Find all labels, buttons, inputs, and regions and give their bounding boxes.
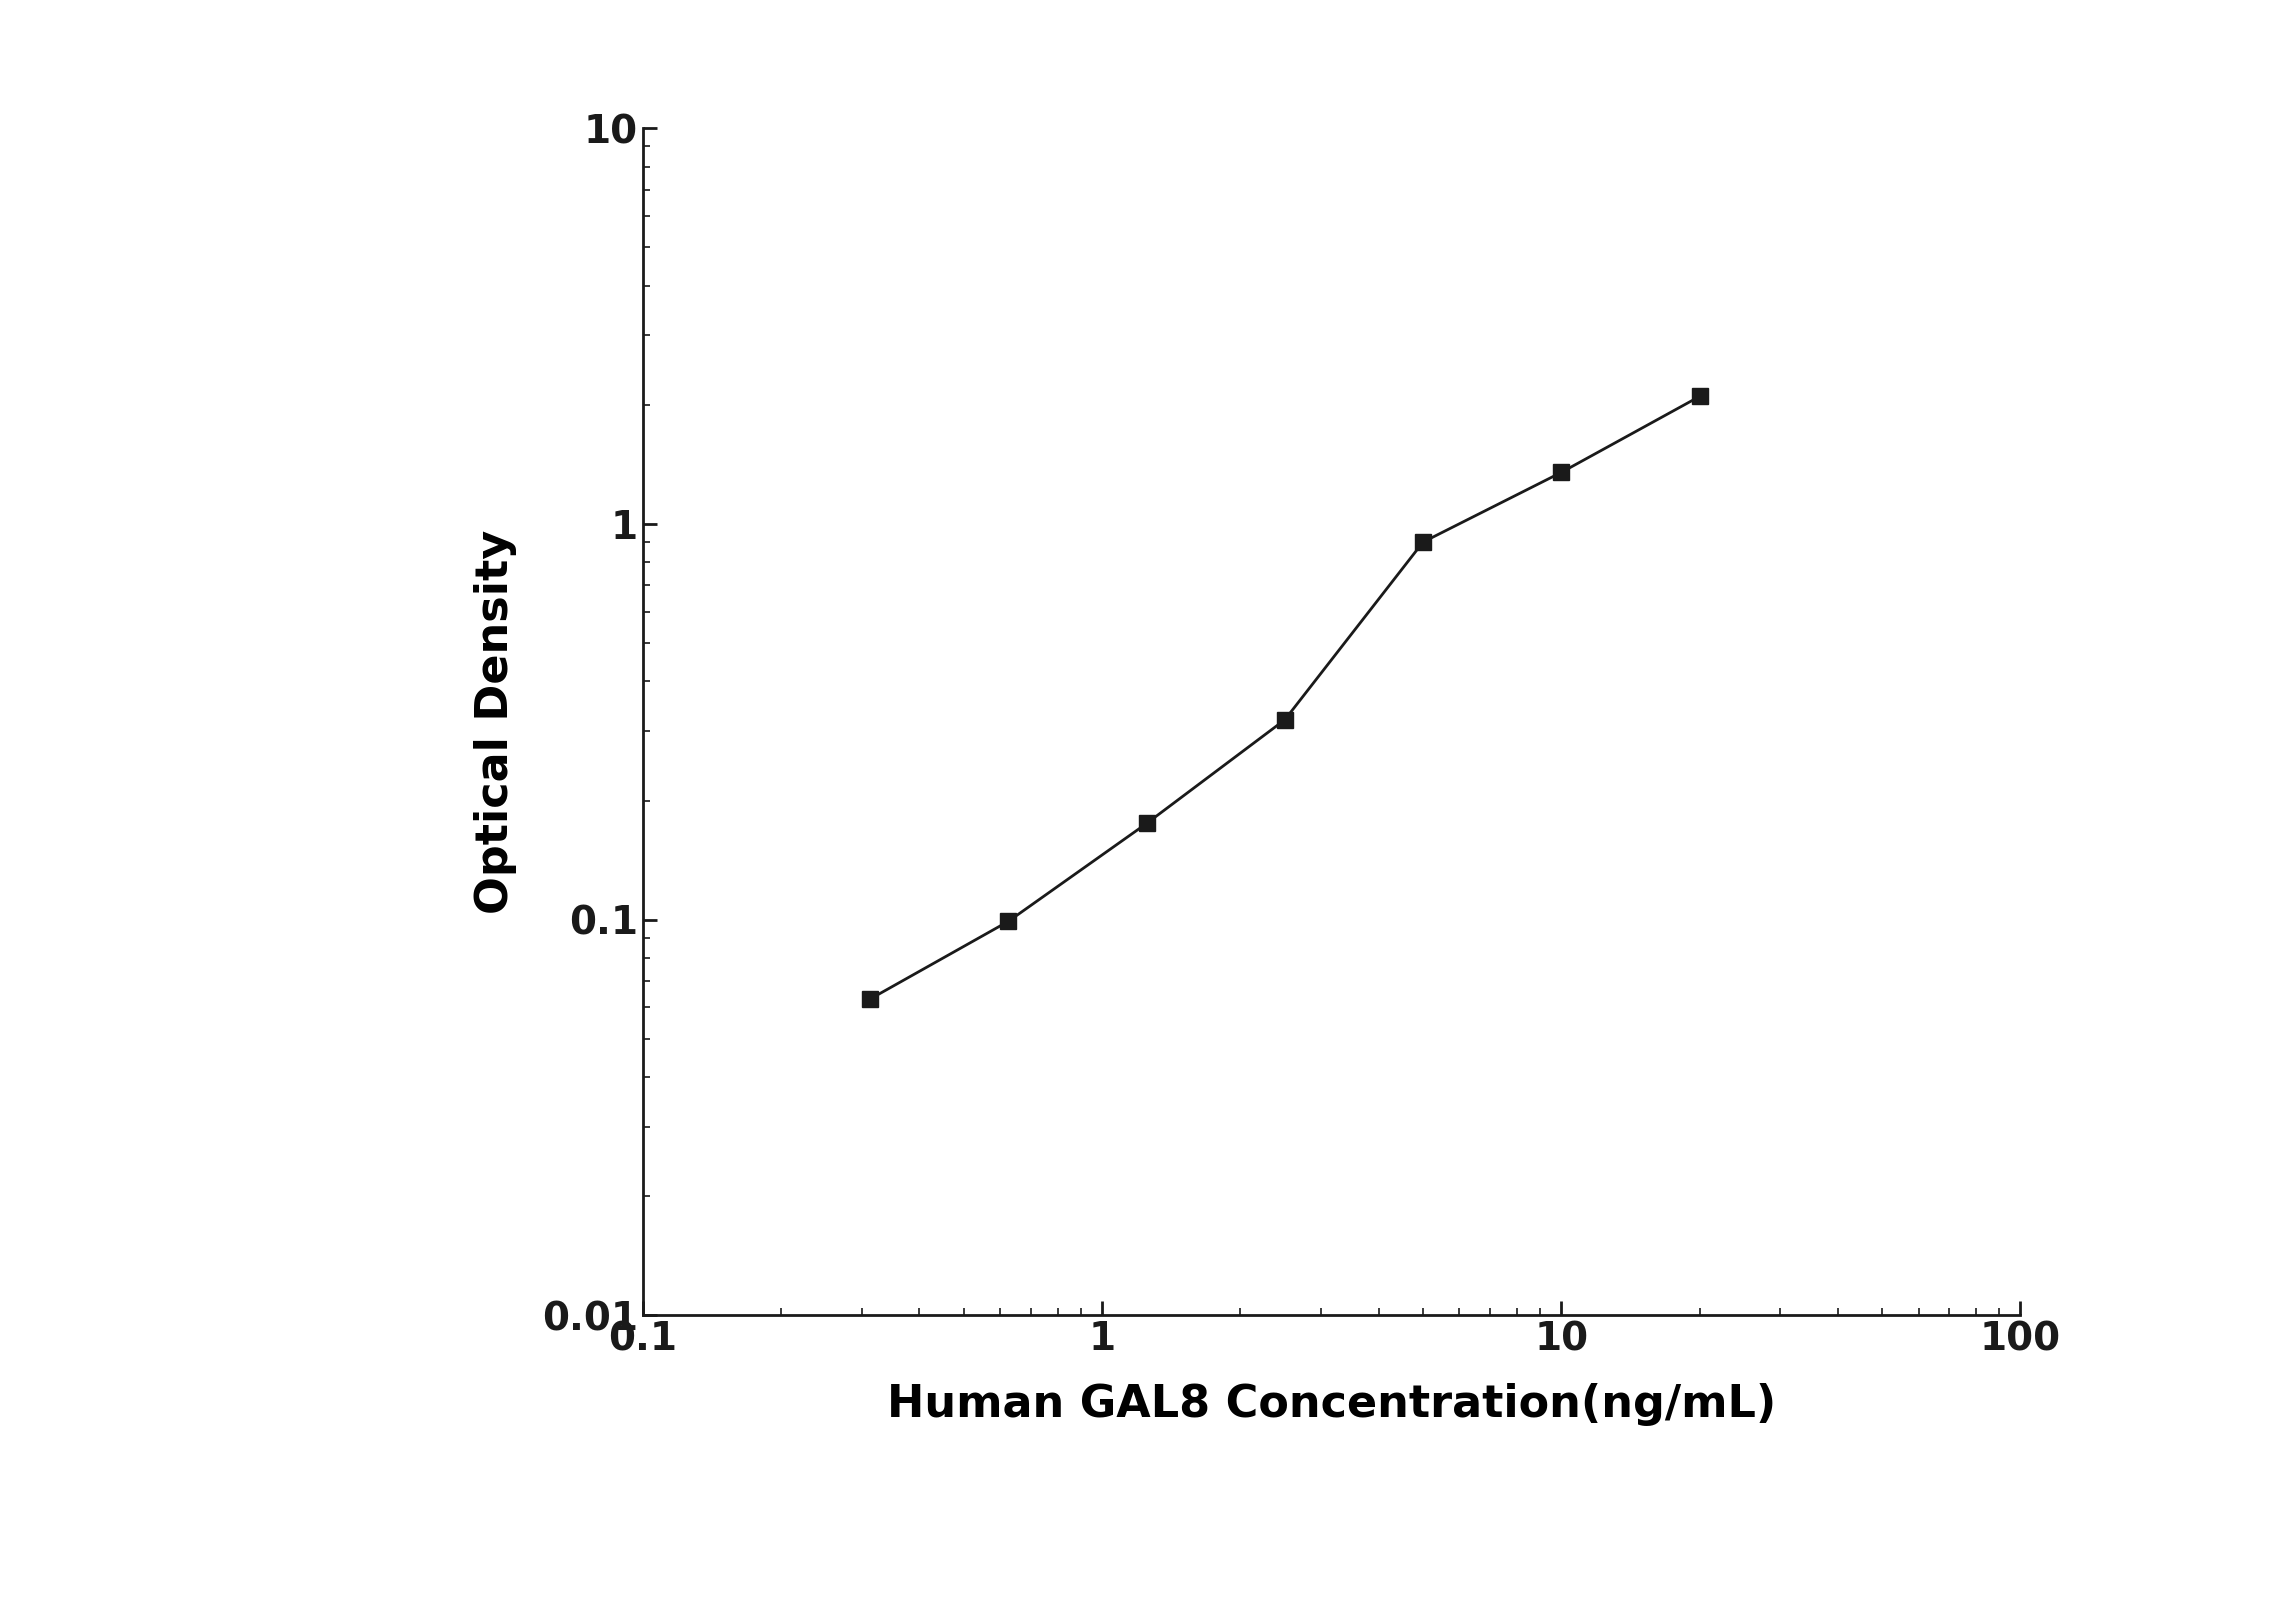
X-axis label: Human GAL8 Concentration(ng/mL): Human GAL8 Concentration(ng/mL) xyxy=(886,1383,1777,1426)
Y-axis label: Optical Density: Optical Density xyxy=(473,529,517,914)
